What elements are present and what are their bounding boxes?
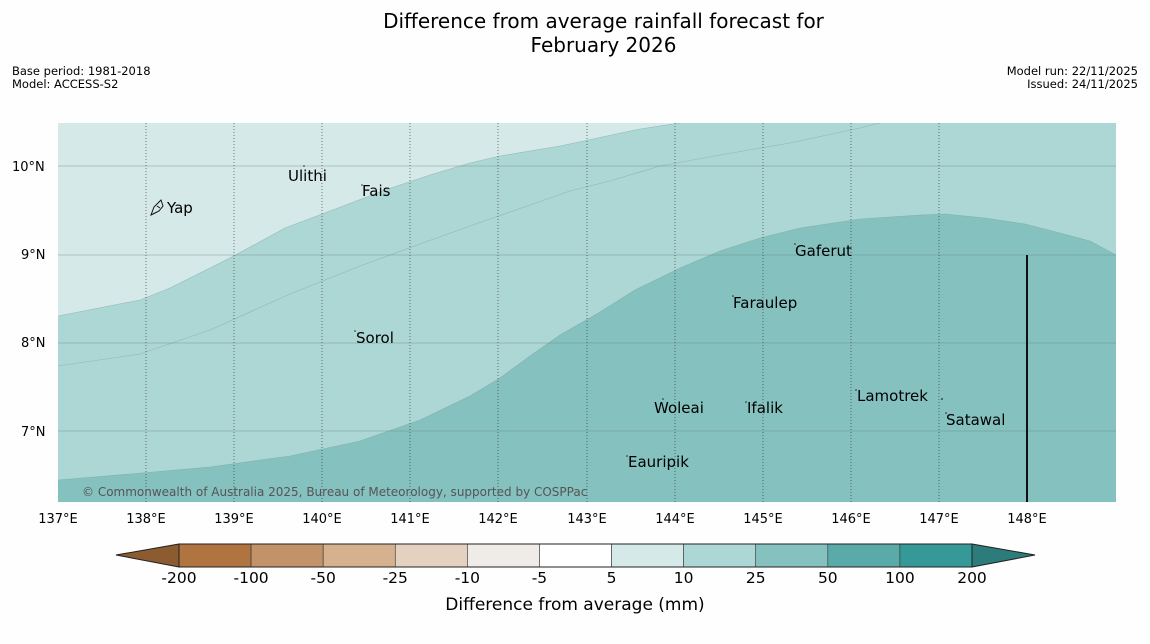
colorbar-segments	[178, 543, 973, 568]
colorbar-label: 100	[885, 569, 915, 587]
colorbar-title: Difference from average (mm)	[445, 595, 704, 615]
lat-label-7n: 7°N	[21, 425, 46, 440]
place-label-lamotrek: Lamotrek	[857, 387, 928, 405]
chart-title: Difference from average rainfall forecas…	[0, 9, 1150, 57]
colorbar-segment	[539, 543, 612, 568]
meta-left: Base period: 1981-2018 Model: ACCESS-S2	[12, 65, 151, 91]
colorbar-label: -10	[455, 569, 480, 587]
colorbar-label: -100	[233, 569, 268, 587]
place-label-ulithi: Ulithi	[288, 167, 327, 185]
colorbar-segment	[611, 543, 684, 568]
zone-5-10	[58, 123, 680, 316]
place-label-sorol: Sorol	[356, 329, 394, 347]
place-label-gaferut: Gaferut	[795, 242, 852, 260]
colorbar-segment	[827, 543, 901, 568]
lon-label-137e: 137°E	[38, 512, 78, 527]
lat-label-10n: 10°N	[12, 160, 45, 175]
lat-label-8n: 8°N	[21, 336, 46, 351]
lon-label-146e: 146°E	[831, 512, 871, 527]
title-line-2: February 2026	[530, 33, 677, 57]
lon-label-142e: 142°E	[478, 512, 518, 527]
place-label-yap: Yap	[166, 199, 193, 217]
copyright-notice: © Commonwealth of Australia 2025, Bureau…	[82, 485, 587, 499]
colorbar: -200 -100 -50 -25 -10 -5 5 10 25 50 100 …	[115, 543, 1036, 615]
colorbar-tick-labels: -200 -100 -50 -25 -10 -5 5 10 25 50 100 …	[161, 569, 986, 587]
lon-label-144e: 144°E	[655, 512, 695, 527]
model-run: Model run: 22/11/2025	[1006, 64, 1138, 78]
longitude-axis-labels: 137°E 138°E 139°E 140°E 141°E 142°E 143°…	[38, 512, 1047, 527]
colorbar-segment	[467, 543, 540, 568]
colorbar-label: 10	[674, 569, 694, 587]
place-label-fais: Fais	[362, 182, 391, 200]
colorbar-segment	[250, 543, 324, 568]
place-label-eauripik: Eauripik	[628, 453, 689, 471]
colorbar-label: 5	[607, 569, 617, 587]
island-markers	[303, 165, 947, 457]
place-labels: Ulithi Fais Yap Gaferut Faraulep Sorol W…	[166, 167, 1005, 471]
place-label-faraulep: Faraulep	[733, 294, 797, 312]
lat-label-9n: 9°N	[21, 248, 46, 263]
lon-label-138e: 138°E	[126, 512, 166, 527]
colorbar-label: 50	[818, 569, 838, 587]
lon-label-148e: 148°E	[1007, 512, 1047, 527]
colorbar-segment	[899, 543, 973, 568]
colorbar-frame	[178, 543, 973, 568]
colorbar-segment	[683, 543, 757, 568]
lon-label-143e: 143°E	[567, 512, 607, 527]
place-label-ifalik: Ifalik	[747, 399, 783, 417]
yap-island-outline	[150, 199, 164, 217]
lon-label-141e: 141°E	[390, 512, 430, 527]
colorbar-label: 200	[957, 569, 987, 587]
lon-label-147e: 147°E	[919, 512, 959, 527]
model-name: Model: ACCESS-S2	[12, 77, 119, 91]
place-label-woleai: Woleai	[654, 399, 704, 417]
latitude-axis-labels: 10°N 9°N 8°N 7°N	[12, 160, 46, 440]
colorbar-label: -25	[383, 569, 408, 587]
lon-label-140e: 140°E	[302, 512, 342, 527]
colorbar-label: -5	[532, 569, 547, 587]
meta-right: Model run: 22/11/2025 Issued: 24/11/2025	[1007, 65, 1138, 91]
map-area: Ulithi Fais Yap Gaferut Faraulep Sorol W…	[58, 123, 1116, 502]
title-line-1: Difference from average rainfall forecas…	[383, 9, 824, 33]
colorbar-low-extend	[115, 543, 180, 568]
colorbar-label: 25	[746, 569, 766, 587]
lon-label-139e: 139°E	[214, 512, 254, 527]
colorbar-label: -200	[161, 569, 196, 587]
colorbar-segment	[755, 543, 829, 568]
issued-date: Issued: 24/11/2025	[1027, 77, 1138, 91]
colorbar-segment	[322, 543, 396, 568]
lon-label-145e: 145°E	[743, 512, 783, 527]
colorbar-segment	[394, 543, 468, 568]
base-period: Base period: 1981-2018	[12, 64, 151, 78]
longitude-gridlines	[145, 123, 940, 502]
colorbar-label: -50	[311, 569, 336, 587]
colorbar-high-extend	[971, 543, 1036, 568]
colorbar-segment	[178, 543, 252, 568]
zone-boundaries	[58, 123, 1116, 481]
place-label-satawal: Satawal	[946, 411, 1005, 429]
